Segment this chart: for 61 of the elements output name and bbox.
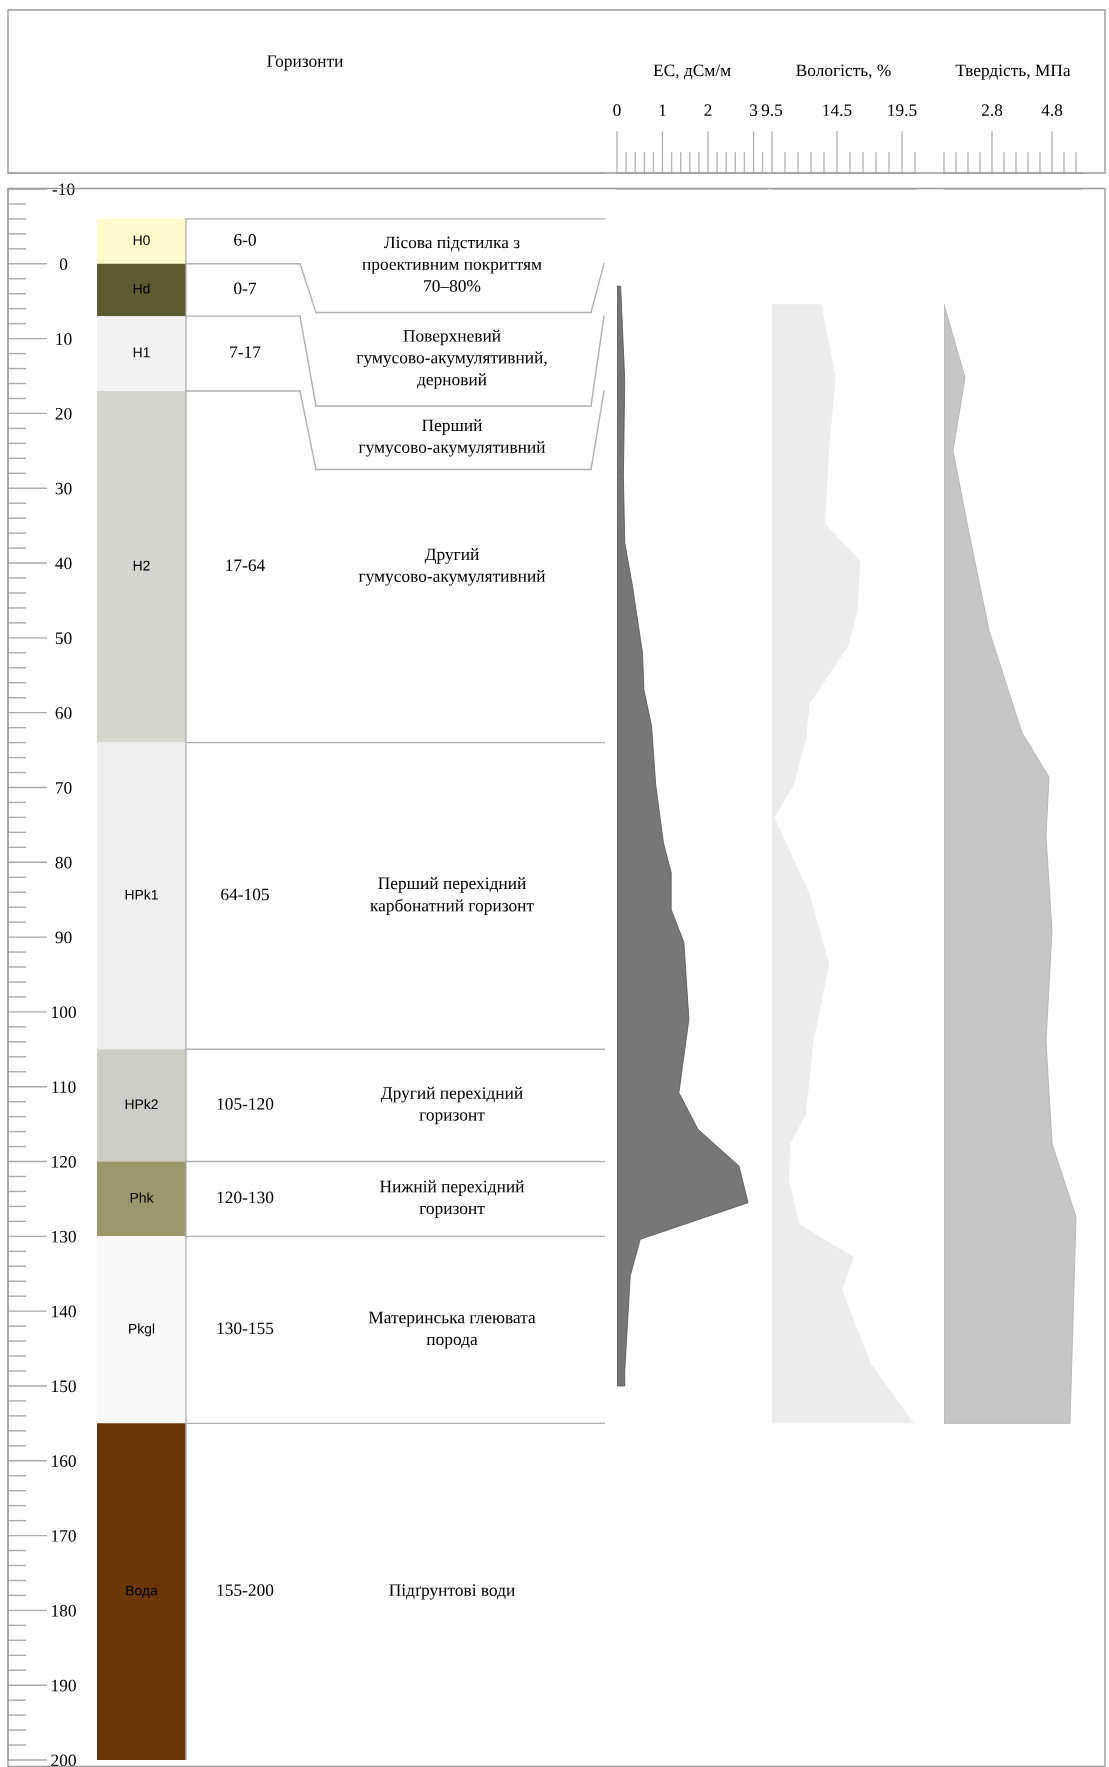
y-tick-label: 10 xyxy=(56,333,72,345)
y-tick-label: 120 xyxy=(52,1156,76,1168)
x-axis-title: Вологість, % xyxy=(796,64,891,79)
text: Материнська глеювата порода xyxy=(368,1311,536,1349)
x-tick-label: 3 xyxy=(749,104,758,117)
text: 155-200 xyxy=(217,1584,274,1597)
text: 17-64 xyxy=(226,559,265,572)
text: Підґрунтові води xyxy=(389,1584,515,1600)
y-tick-label: 90 xyxy=(55,931,72,944)
text: 130-155 xyxy=(217,1322,274,1335)
y-tick-label: 190 xyxy=(52,1679,76,1692)
series-label: H2 xyxy=(133,560,150,571)
y-tick-label: 20 xyxy=(55,407,72,420)
x-tick-label: 1 xyxy=(659,104,666,116)
y-tick-label: 150 xyxy=(52,1380,76,1393)
text: Перший гумусово-акумулятивний xyxy=(358,419,546,457)
text: Лісова підстилка з проективним покриттям 70–80% xyxy=(362,236,542,292)
x-axis-title: Горизонти xyxy=(267,55,343,71)
y-tick-label: 160 xyxy=(52,1455,76,1467)
y-tick-label: 30 xyxy=(55,482,72,495)
text: 7-17 xyxy=(230,346,261,358)
y-tick-label: 0 xyxy=(59,258,68,270)
text: 64-105 xyxy=(221,888,269,901)
series-label: Вода xyxy=(126,1585,158,1599)
y-tick-label: 200 xyxy=(51,1754,76,1767)
text: 0-7 xyxy=(234,282,257,295)
x-tick-label: 0 xyxy=(613,104,621,117)
x-axis-title: EC, дСм/м xyxy=(653,64,731,80)
text: 105-120 xyxy=(217,1098,274,1110)
y-tick-label: 180 xyxy=(52,1604,76,1617)
series-label: H1 xyxy=(133,347,150,358)
x-tick-label: 14.5 xyxy=(823,104,852,117)
y-tick-label: 110 xyxy=(52,1081,76,1093)
series-label: Phk xyxy=(130,1192,154,1203)
x-tick-label: 9.5 xyxy=(761,104,783,117)
x-tick-label: 2 xyxy=(704,104,712,116)
x-tick-label: 4.8 xyxy=(1041,104,1063,117)
y-tick-label: 100 xyxy=(52,1006,76,1019)
text: Перший перехідний карбонатний горизонт xyxy=(370,877,534,915)
y-tick-label: 70 xyxy=(56,781,72,794)
text: Нижній перехідний горизонт xyxy=(380,1180,525,1218)
series-label: HPk2 xyxy=(125,1098,158,1110)
y-tick-label: 40 xyxy=(55,557,72,570)
y-tick-label: 50 xyxy=(55,632,72,645)
x-tick-label: 2.8 xyxy=(981,104,1003,117)
series-label: HPk1 xyxy=(125,889,158,900)
text: Поверхневий гумусово-акумулятивний, дерновий xyxy=(356,329,547,389)
x-tick-label: 19.5 xyxy=(888,104,917,117)
series-label: Hd xyxy=(133,283,150,294)
text: 120-130 xyxy=(217,1191,274,1204)
text: Другий гумусово-акумулятивний xyxy=(358,548,546,586)
y-tick-label: 170 xyxy=(52,1530,76,1542)
x-axis-title: Твердість, МПа xyxy=(955,64,1071,80)
y-tick-label: 140 xyxy=(52,1305,76,1318)
y-tick-label: 80 xyxy=(55,856,72,869)
y-tick-label: 130 xyxy=(52,1230,76,1243)
y-tick-label: 60 xyxy=(55,707,72,719)
series-label: Pkgl xyxy=(129,1323,155,1337)
text: 6-0 xyxy=(234,234,256,246)
series-label: H0 xyxy=(133,235,150,246)
text: Другий перехідний горизонт xyxy=(380,1086,523,1125)
